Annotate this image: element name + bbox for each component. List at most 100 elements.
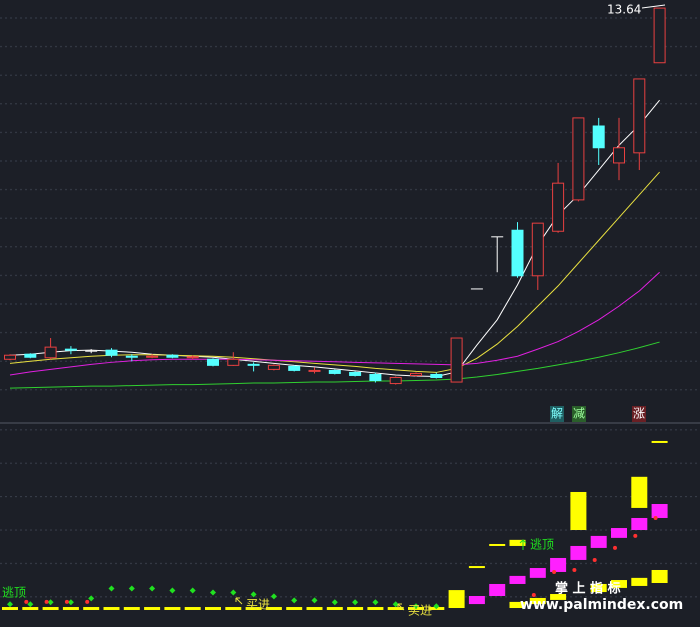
indicator-box: [347, 607, 364, 610]
candle-body: [613, 147, 625, 164]
indicator-dot: [552, 569, 557, 574]
price-panel: [4, 7, 666, 389]
candle-body: [166, 354, 179, 358]
candle-body: [430, 373, 443, 378]
watermark: 掌 上 指 标: [555, 581, 621, 597]
indicator-diamond: [47, 599, 54, 606]
indicator-dot: [592, 557, 597, 562]
arrow: [397, 603, 405, 611]
indicator-box: [448, 590, 465, 609]
indicator-dot: [44, 599, 49, 604]
candle-body: [389, 376, 402, 385]
candle-body: [146, 355, 159, 358]
indicator-box: [22, 607, 39, 610]
signals: 解 减 涨: [550, 406, 646, 422]
indicator-box: [611, 528, 627, 538]
indicator-diamond: [189, 587, 196, 594]
indicator-dot: [64, 599, 69, 604]
max-pointer: [641, 4, 666, 9]
indicator-dot: [633, 533, 638, 538]
candle-body: [592, 125, 605, 149]
indicator-box: [631, 476, 648, 508]
watermark: www.palmindex.com: [520, 597, 683, 613]
indicator-diamond: [67, 599, 74, 606]
indicator-box: [468, 566, 485, 569]
indicator-box: [123, 607, 140, 610]
indicator-diamond: [7, 601, 13, 608]
indicator-diamond: [291, 597, 298, 604]
indicator-box: [570, 491, 587, 531]
price-grid: [0, 0, 700, 410]
indicator-diamond: [169, 587, 176, 594]
indicator-diamond: [149, 585, 156, 592]
candle-body: [572, 117, 585, 201]
indicator-box: [103, 607, 120, 610]
ma-line: [9, 341, 660, 389]
indicator-box: [387, 607, 404, 610]
max-label: 13.64: [607, 3, 666, 17]
indicator-box: [611, 580, 627, 588]
indicator-box: [489, 583, 506, 596]
indicator-box: [509, 575, 526, 584]
candle-body: [328, 369, 341, 374]
indicator-diamond: [311, 597, 318, 604]
max-price-label: 13.64: [607, 3, 641, 17]
candle-body: [186, 356, 199, 359]
candle-body: [450, 337, 463, 383]
indicator-dot: [613, 545, 617, 550]
arrow: [235, 597, 243, 605]
candle-body: [410, 372, 422, 376]
candle-body: [511, 229, 524, 277]
annotations: 逃顶 买进 买进 逃顶 掌 上 指 标 www.palmindex.com: [2, 538, 683, 618]
candle-body: [247, 363, 260, 366]
indicator-box: [286, 607, 303, 610]
indicator-box: [326, 607, 343, 610]
indicator-diamond: [27, 601, 34, 608]
indicator-box: [550, 594, 567, 600]
indicator-dot: [572, 567, 577, 572]
indicator-box: [590, 583, 607, 593]
signal-bg: [572, 406, 586, 422]
candle-body: [44, 346, 57, 359]
indicator-box: [265, 607, 282, 610]
indicator-box: [509, 539, 526, 546]
indicator-box: [245, 607, 262, 610]
ma-line: [9, 171, 660, 373]
indicator-diamond: [88, 595, 95, 602]
indicator-box: [550, 557, 567, 572]
candle-body: [105, 349, 118, 356]
indicator-diamond: [331, 599, 338, 606]
signal-bg: [632, 406, 646, 422]
candle-body: [267, 364, 280, 370]
candle-body: [227, 358, 240, 366]
candle-body: [207, 358, 219, 366]
signal-bg: [550, 406, 564, 422]
indicator-box: [205, 607, 221, 610]
indicator-dot: [24, 599, 29, 604]
indicator-diamond: [210, 589, 216, 596]
candle-body: [369, 373, 382, 382]
indicator-box: [631, 577, 648, 586]
candle-body: [308, 369, 321, 372]
annotation: 买进: [408, 604, 432, 618]
indicator-box: [83, 607, 100, 610]
indicator-box: [42, 607, 59, 610]
indicator-diamond: [128, 585, 135, 592]
signal: 涨: [633, 406, 645, 421]
indicator-box: [651, 440, 668, 443]
annotation: 逃顶: [530, 538, 554, 552]
indicator-box: [468, 595, 485, 605]
ma-line: [9, 271, 660, 376]
indicator-box: [184, 607, 201, 610]
candle-body: [64, 348, 77, 351]
signal: 减: [573, 407, 585, 421]
indicator-box: [529, 597, 546, 605]
indicator-panel: [2, 440, 668, 610]
candle-body: [531, 222, 544, 277]
indicator-diamond: [433, 603, 440, 610]
indicator-box: [529, 568, 546, 578]
indicator-box: [509, 601, 526, 609]
indicator-box: [651, 503, 668, 518]
